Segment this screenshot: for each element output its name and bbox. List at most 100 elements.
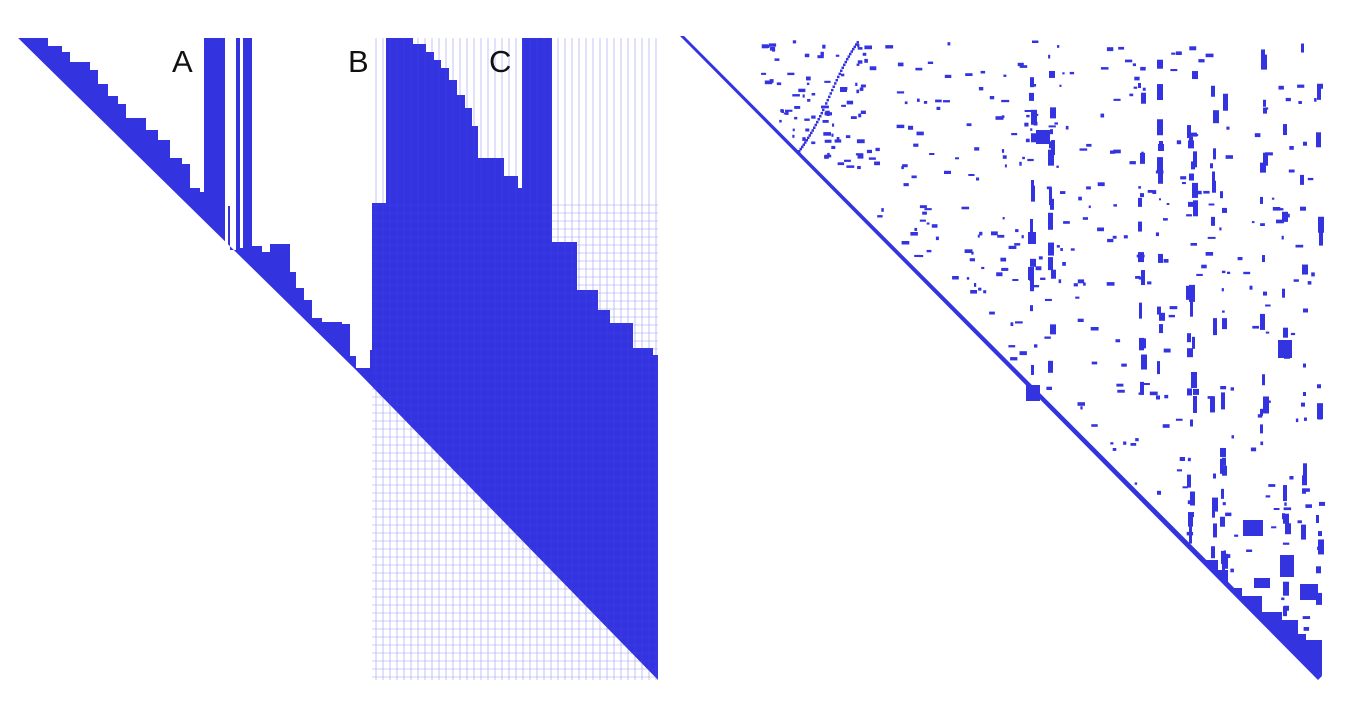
sparse-entry (823, 132, 831, 136)
sparse-entry (1129, 93, 1134, 97)
sparse-entry (832, 85, 835, 88)
sparse-entry (1034, 344, 1038, 348)
sparse-entry (1303, 463, 1307, 480)
sparse-entry (1048, 257, 1053, 271)
sparse-entry (1260, 196, 1263, 204)
sparse-entry (1234, 534, 1239, 537)
sparse-entry (1026, 114, 1030, 118)
sparse-entry (1046, 186, 1052, 190)
sparse-entry (1048, 54, 1051, 59)
sparse-entry (1088, 205, 1091, 209)
sparse-entry (1303, 391, 1306, 396)
sparse-entry (1147, 190, 1154, 193)
sparse-entry (817, 55, 824, 59)
sparse-entry (1260, 408, 1263, 416)
sparse-entry (935, 236, 939, 241)
sparse-entry (1162, 424, 1170, 428)
sparse-entry (857, 47, 863, 50)
sparse-entry (1230, 568, 1234, 573)
sparse-entry (1106, 282, 1115, 286)
sparse-entry (1297, 520, 1302, 524)
sparse-entry (1176, 140, 1182, 145)
sparse-entry (1263, 291, 1267, 296)
sparse-entry (1220, 516, 1225, 527)
sparse-entry (1281, 597, 1285, 601)
sparse-entry (1205, 53, 1214, 58)
sparse-entry (1225, 155, 1233, 159)
sparse-entry (1314, 98, 1317, 102)
left-gap-3 (240, 38, 243, 248)
sparse-entry (1158, 172, 1163, 184)
sparse-entry (1048, 125, 1056, 128)
sparse-entry (1030, 77, 1034, 88)
sparse-entry (1077, 318, 1084, 322)
sparse-entry (926, 249, 932, 253)
sparse-entry (1297, 84, 1305, 88)
sparse-entry (1211, 85, 1215, 97)
sparse-entry (1318, 413, 1322, 420)
sparse-entry (1157, 490, 1161, 495)
sparse-entry (1193, 151, 1197, 168)
sparse-entry (936, 106, 941, 110)
sparse-entry (976, 177, 980, 181)
sparse-entry (1252, 325, 1259, 329)
sparse-entry (832, 123, 835, 127)
sparse-entry (1212, 171, 1215, 186)
sparse-entry (1031, 185, 1035, 202)
sparse-entry (1112, 235, 1117, 239)
sparse-entry (814, 123, 817, 127)
sparse-entry (968, 174, 975, 176)
sparse-entry (1293, 279, 1299, 282)
sparse-entry (1223, 93, 1228, 111)
sparse-entry (857, 166, 861, 170)
sparse-entry (1289, 476, 1294, 480)
sparse-entry (806, 82, 810, 85)
sparse-entry (1227, 271, 1231, 274)
sparse-entry (1125, 59, 1133, 63)
sparse-entry (1060, 191, 1066, 194)
left-below-diagonal-mask (18, 38, 700, 702)
sparse-entry (1015, 229, 1019, 233)
sparse-entry (1112, 448, 1117, 451)
sparse-entry (1027, 158, 1034, 162)
sparse-entry (1000, 257, 1007, 262)
sparse-entry (1021, 235, 1024, 239)
sparse-entry (1180, 176, 1187, 180)
sparse-entry (1222, 310, 1225, 313)
sparse-entry (924, 208, 932, 211)
sparse-entry (787, 72, 795, 76)
sparse-entry (1189, 284, 1195, 302)
sparse-entry (811, 141, 816, 145)
sparse-entry (1086, 143, 1092, 147)
sparse-entry (1205, 252, 1214, 256)
sparse-entry (1213, 473, 1216, 479)
label-a: A (172, 44, 193, 79)
sparse-entry (792, 128, 795, 132)
sparse-entry (835, 54, 840, 57)
sparse-entry (1129, 161, 1136, 165)
sparse-entry (1070, 248, 1075, 251)
sparse-entry (1134, 482, 1138, 485)
sparse-entry (910, 232, 918, 236)
sparse-entry (1213, 318, 1217, 336)
sparse-entry (1110, 150, 1116, 154)
sparse-entry (761, 72, 767, 75)
sparse-entry (1201, 264, 1207, 269)
sparse-entry (1011, 133, 1018, 136)
sparse-entry (836, 137, 840, 141)
sparse-entry (1033, 285, 1040, 288)
sparse-entry (1059, 84, 1062, 87)
sparse-entry (1142, 383, 1150, 385)
sparse-entry (1136, 254, 1145, 258)
sparse-entry (1221, 488, 1224, 499)
sparse-entry (1250, 447, 1257, 452)
sparse-entry (1191, 132, 1197, 137)
sparse-entry (1186, 531, 1194, 536)
sparse-entry (1166, 203, 1170, 205)
sparse-entry (1300, 206, 1306, 211)
sparse-entry (1030, 258, 1036, 267)
sparse-entry (955, 157, 959, 160)
sparse-entry (805, 139, 808, 142)
sparse-entry (806, 76, 811, 81)
sparse-entry (785, 111, 789, 115)
